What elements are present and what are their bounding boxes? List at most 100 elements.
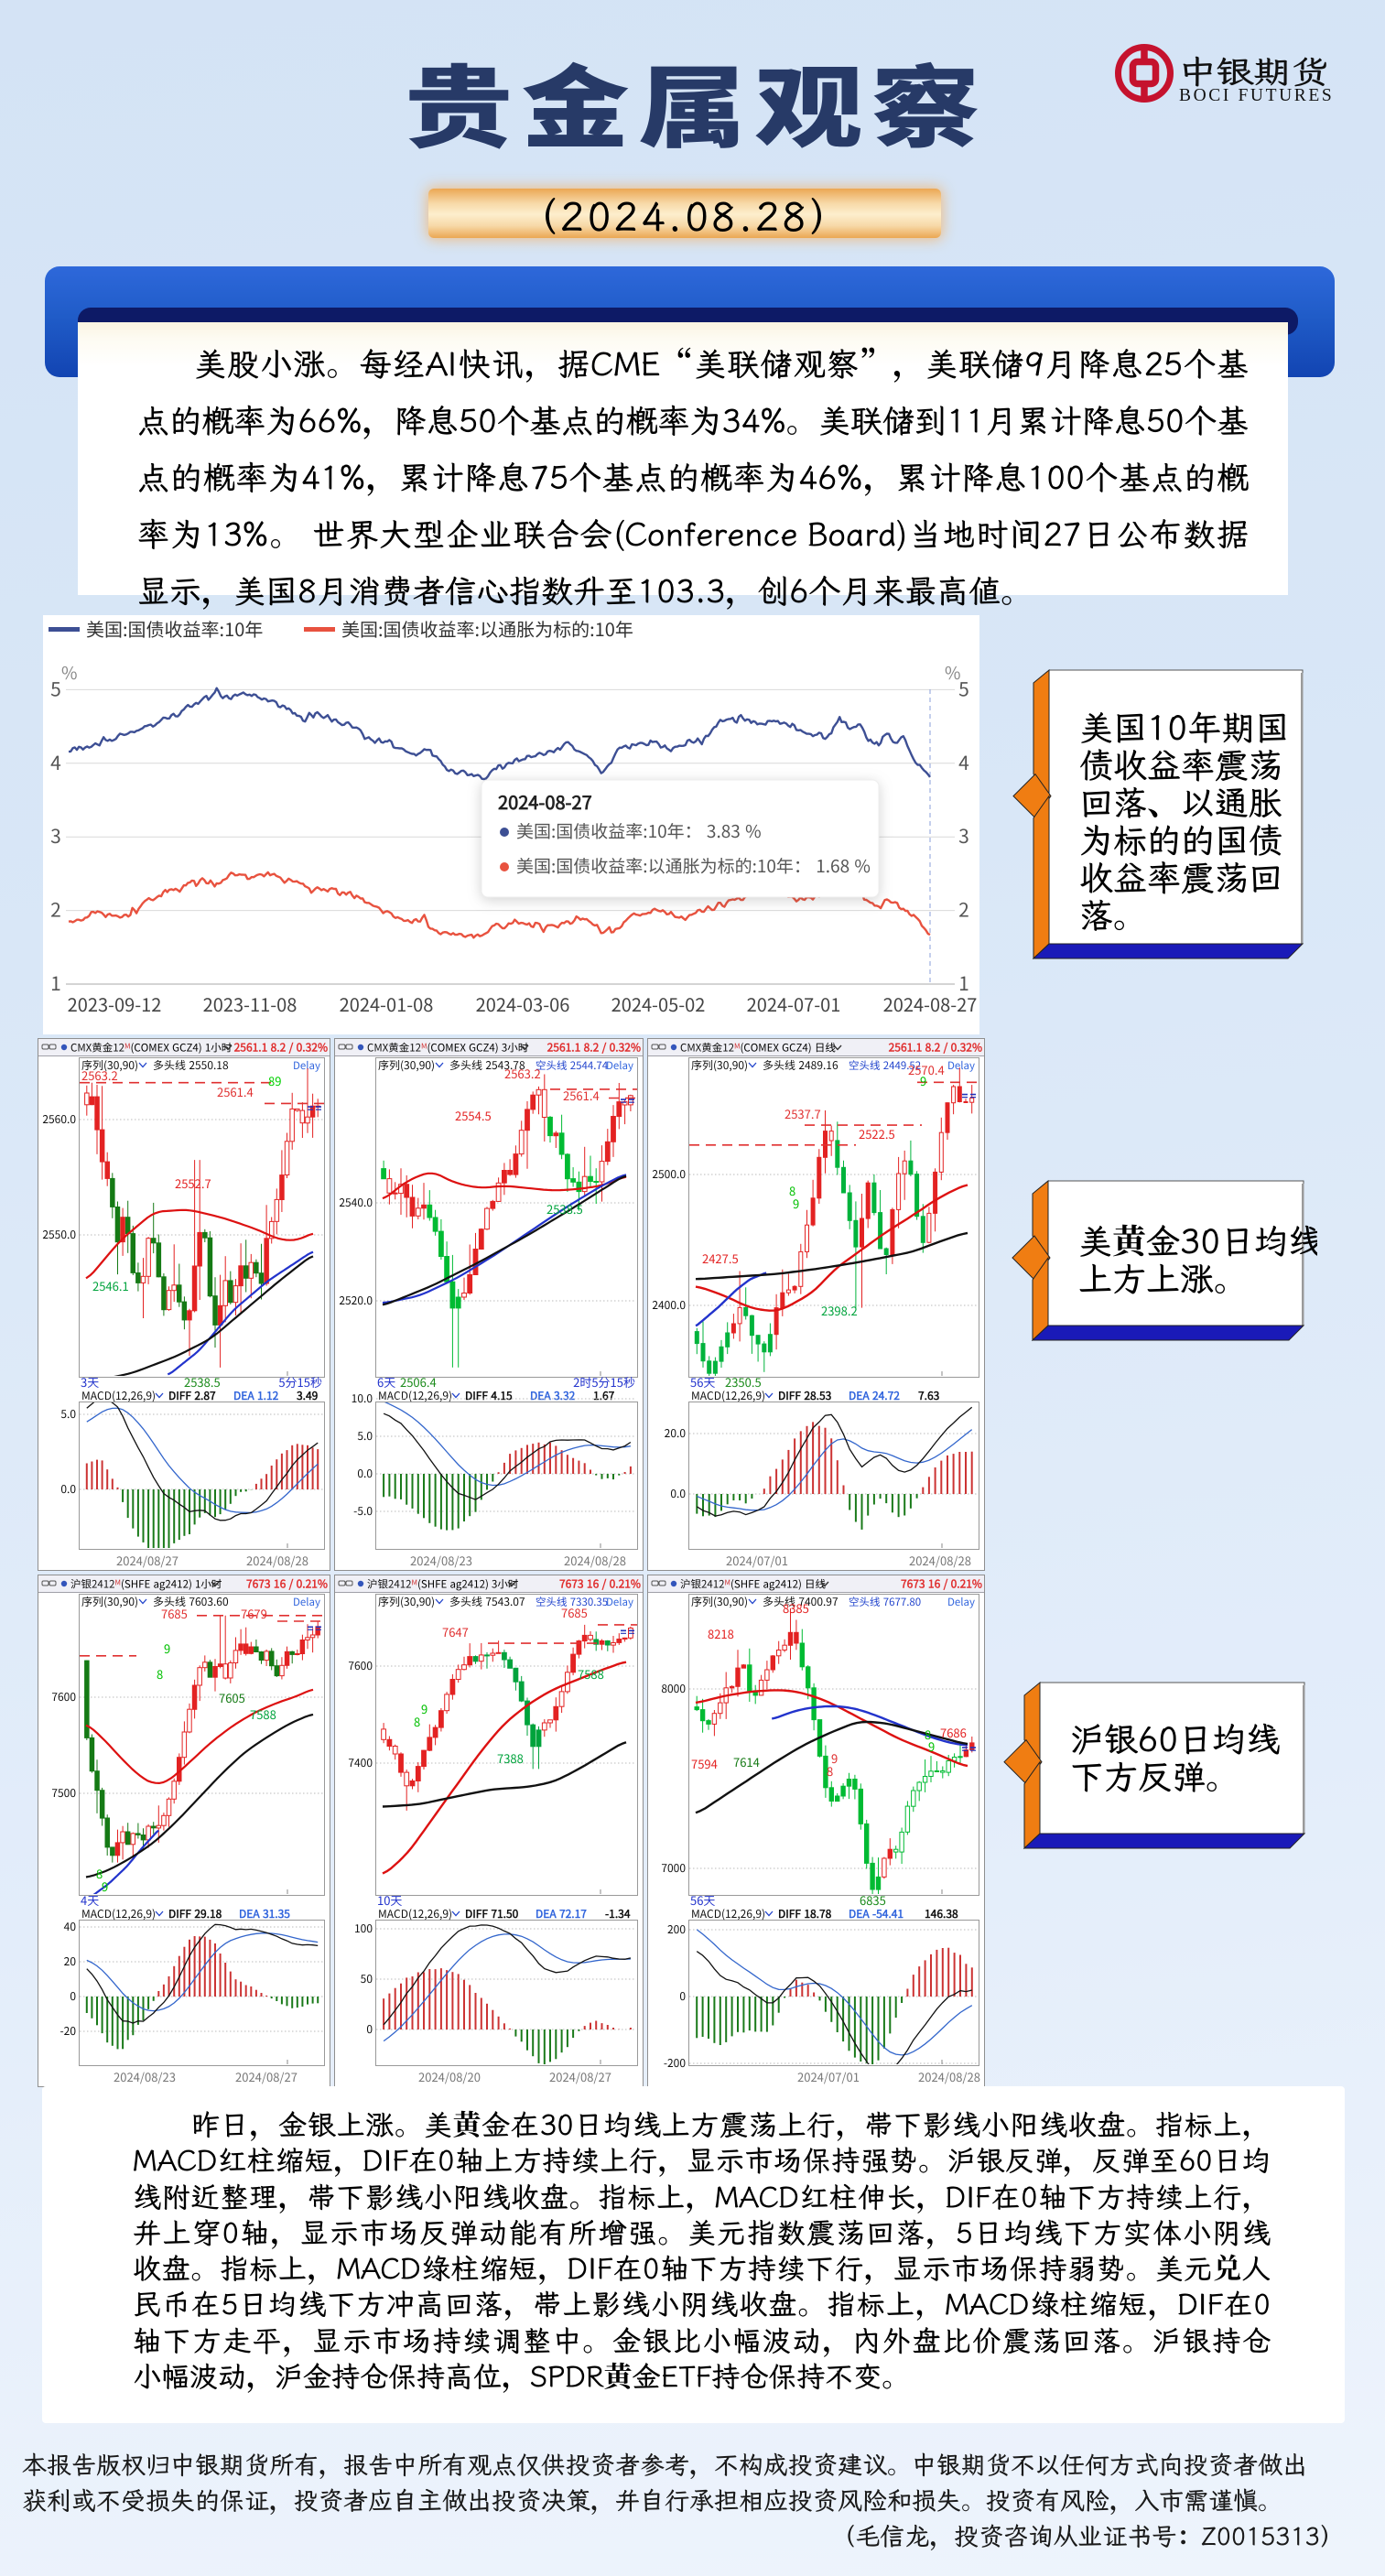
svg-text:美国:国债收益率:10年： 3.83 %: 美国:国债收益率:10年： 3.83 %: [516, 818, 762, 843]
svg-text:7600: 7600: [51, 1689, 76, 1705]
svg-text:5分15秒: 5分15秒: [278, 1373, 322, 1391]
svg-text:56天: 56天: [690, 1373, 715, 1391]
svg-text:收益率震荡回: 收益率震荡回: [1079, 855, 1282, 900]
svg-text:MACD(12,26,9): MACD(12,26,9): [691, 1906, 765, 1921]
svg-text:10.0: 10.0: [352, 1391, 373, 1406]
svg-text:3: 3: [958, 822, 969, 850]
svg-text:2350.5: 2350.5: [725, 1373, 762, 1391]
svg-text:8385: 8385: [783, 1599, 809, 1617]
svg-text:Delay: Delay: [606, 1595, 633, 1609]
svg-text:DIFF 2.87: DIFF 2.87: [168, 1388, 216, 1403]
svg-text:DEA 1.12: DEA 1.12: [233, 1388, 279, 1403]
svg-text:债收益率震荡: 债收益率震荡: [1079, 742, 1282, 787]
svg-text:2024/08/23: 2024/08/23: [114, 2068, 176, 2085]
svg-text:7673 16 / 0.21%: 7673 16 / 0.21%: [901, 1576, 982, 1592]
svg-text:序列(30,90): 序列(30,90): [378, 1594, 435, 1609]
svg-text:DEA 24.72: DEA 24.72: [849, 1388, 900, 1403]
svg-text:7614: 7614: [733, 1753, 760, 1770]
svg-text:2400.0: 2400.0: [652, 1297, 686, 1313]
svg-text:序列(30,90): 序列(30,90): [378, 1057, 435, 1073]
svg-text:2538.5: 2538.5: [546, 1200, 583, 1218]
svg-text:-5.0: -5.0: [353, 1503, 373, 1519]
svg-text:2023-09-12: 2023-09-12: [68, 990, 162, 1017]
svg-text:DEA 31.35: DEA 31.35: [239, 1906, 290, 1921]
svg-text:沪银2412M(SHFE ag2412) 3小时: 沪银2412M(SHFE ag2412) 3小时: [367, 1577, 519, 1592]
svg-text:2024-08-27: 2024-08-27: [883, 990, 978, 1017]
svg-text:2024-05-02: 2024-05-02: [611, 990, 706, 1017]
svg-text:2024/08/28: 2024/08/28: [918, 2068, 980, 2085]
svg-text:7685: 7685: [161, 1605, 188, 1622]
svg-text:2546.1: 2546.1: [92, 1277, 129, 1294]
svg-text:沪银60日均线: 沪银60日均线: [1070, 1716, 1280, 1761]
svg-text:5.0: 5.0: [60, 1406, 76, 1422]
svg-text:2522.5: 2522.5: [859, 1125, 895, 1142]
svg-text:9: 9: [831, 1749, 838, 1767]
svg-text:2时5分15秒: 2时5分15秒: [573, 1373, 635, 1391]
svg-text:序列(30,90): 序列(30,90): [691, 1594, 748, 1609]
svg-text:2024-07-01: 2024-07-01: [747, 990, 841, 1017]
svg-text:序列(30,90): 序列(30,90): [81, 1057, 138, 1073]
svg-text:9: 9: [164, 1640, 170, 1657]
svg-text:2: 2: [50, 896, 61, 924]
svg-text:DIFF 4.15: DIFF 4.15: [465, 1388, 513, 1403]
svg-text:40: 40: [64, 1919, 77, 1934]
svg-text:2561.1 8.2 / 0.32%: 2561.1 8.2 / 0.32%: [547, 1040, 641, 1055]
svg-text:DIFF 71.50: DIFF 71.50: [465, 1906, 519, 1921]
svg-text:Delay: Delay: [606, 1058, 633, 1073]
svg-text:0.0: 0.0: [357, 1466, 373, 1481]
svg-text:1.67: 1.67: [593, 1388, 615, 1403]
svg-text:中银期货: 中银期货: [1178, 50, 1328, 92]
svg-text:2024/07/01: 2024/07/01: [797, 2068, 860, 2085]
svg-text:下方反弹。: 下方反弹。: [1070, 1754, 1239, 1799]
svg-text:5.0: 5.0: [357, 1428, 373, 1444]
svg-text:Delay: Delay: [293, 1058, 320, 1073]
svg-text:7388: 7388: [497, 1749, 524, 1767]
svg-text:7647: 7647: [442, 1623, 469, 1640]
svg-text:0.0: 0.0: [670, 1486, 686, 1501]
svg-text:回落、以通胀: 回落、以通胀: [1079, 780, 1282, 825]
svg-text:7600: 7600: [348, 1658, 373, 1673]
svg-text:2024/08/28: 2024/08/28: [246, 1552, 308, 1569]
svg-text:20.0: 20.0: [665, 1425, 687, 1441]
svg-text:MACD(12,26,9): MACD(12,26,9): [691, 1388, 765, 1403]
svg-text:9: 9: [920, 1072, 926, 1089]
svg-text:200: 200: [667, 1921, 686, 1937]
svg-text:空头线 7330.35: 空头线 7330.35: [536, 1595, 608, 1609]
svg-text:上方上涨。: 上方上涨。: [1078, 1256, 1248, 1301]
svg-text:7686: 7686: [940, 1724, 967, 1741]
svg-text:7605: 7605: [219, 1689, 245, 1706]
svg-text:DEA 3.32: DEA 3.32: [530, 1388, 576, 1403]
svg-text:2561.1 8.2 / 0.32%: 2561.1 8.2 / 0.32%: [234, 1040, 328, 1055]
svg-text:2024/08/27: 2024/08/27: [549, 2068, 611, 2085]
svg-text:89: 89: [268, 1072, 281, 1089]
svg-text:3.49: 3.49: [297, 1388, 319, 1403]
svg-text:100: 100: [354, 1921, 373, 1936]
svg-text:美国10年期国: 美国10年期国: [1079, 705, 1289, 750]
svg-text:MACD(12,26,9): MACD(12,26,9): [378, 1388, 452, 1403]
svg-text:10天: 10天: [377, 1891, 402, 1909]
svg-text:5: 5: [50, 675, 61, 702]
svg-text:2540.0: 2540.0: [339, 1195, 373, 1210]
svg-text:7588: 7588: [250, 1705, 276, 1723]
svg-text:7673 16 / 0.21%: 7673 16 / 0.21%: [246, 1576, 328, 1592]
svg-text:Delay: Delay: [293, 1595, 320, 1609]
svg-text:DEA 72.17: DEA 72.17: [536, 1906, 587, 1921]
svg-text:2537.7: 2537.7: [784, 1105, 821, 1122]
svg-text:2506.4: 2506.4: [400, 1373, 437, 1391]
svg-text:-1.34: -1.34: [605, 1906, 631, 1921]
svg-text:2554.5: 2554.5: [455, 1107, 492, 1124]
svg-text:7679: 7679: [241, 1605, 267, 1622]
svg-text:多头线 2550.18: 多头线 2550.18: [153, 1057, 229, 1073]
svg-text:2: 2: [958, 896, 969, 924]
svg-text:9: 9: [928, 1737, 935, 1755]
svg-text:CMX黄金12M(COMEX GCZ4) 3小时: CMX黄金12M(COMEX GCZ4) 3小时: [367, 1041, 529, 1055]
svg-text:为标的的国债: 为标的的国债: [1079, 817, 1282, 862]
svg-text:MACD(12,26,9): MACD(12,26,9): [378, 1906, 452, 1921]
svg-text:8: 8: [157, 1665, 163, 1683]
svg-text:序列(30,90): 序列(30,90): [81, 1594, 138, 1609]
svg-text:2024-08-27: 2024-08-27: [498, 788, 592, 815]
svg-text:1: 1: [958, 969, 969, 997]
svg-text:0: 0: [679, 1988, 686, 2004]
svg-text:2024/08/27: 2024/08/27: [235, 2068, 298, 2085]
svg-text:美国:国债收益率:以通胀为标的:10年: 美国:国债收益率:以通胀为标的:10年: [341, 615, 633, 642]
